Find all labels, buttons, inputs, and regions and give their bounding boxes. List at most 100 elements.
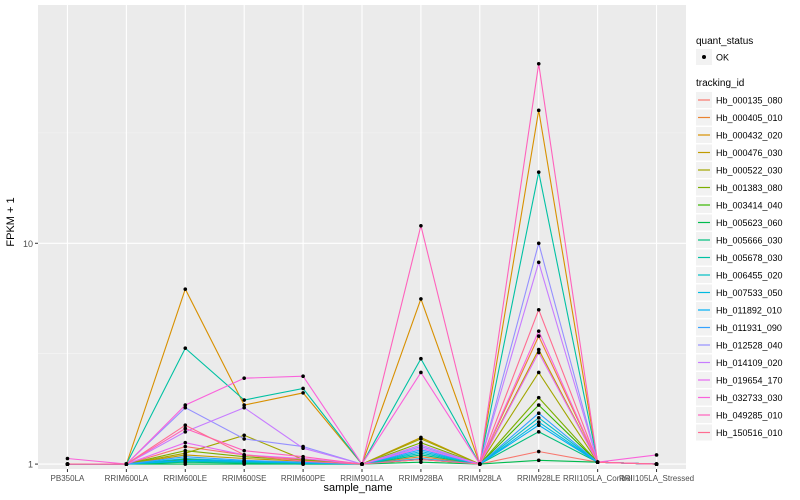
legend-series-label: Hb_007533_050 (716, 288, 783, 298)
data-point (536, 420, 541, 424)
x-tick-label: RRIM928BA (399, 474, 444, 483)
data-point (419, 446, 423, 451)
x-tick-label: RRII105LA_Stressed (619, 474, 694, 483)
data-point (242, 403, 246, 407)
data-point (301, 391, 305, 395)
legend-quant-title: quant_status (696, 36, 753, 47)
legend-series-label: Hb_005678_030 (716, 253, 783, 263)
y-axis-label: FPKM + 1 (5, 197, 17, 246)
data-point (536, 395, 541, 400)
data-point (183, 287, 188, 291)
data-point (536, 403, 541, 407)
data-point (242, 437, 246, 441)
data-point (419, 370, 423, 375)
data-point (536, 347, 541, 352)
data-point (242, 405, 246, 410)
legend-series-label: Hb_014109_020 (716, 358, 783, 368)
x-tick-label: RRII105LA_Control (563, 474, 633, 483)
x-tick-label: RRIM901LA (340, 474, 384, 483)
data-point (183, 405, 188, 410)
legend-series-label: Hb_000405_010 (716, 113, 783, 123)
data-point (183, 346, 188, 350)
x-axis: PB350LA RRIM600LA RRIM600LE RRIM600SE RRIM60… (51, 469, 694, 483)
data-point (242, 448, 246, 453)
data-point (360, 462, 364, 466)
legend-series-label: Hb_011931_090 (716, 323, 782, 333)
legend-series-label: Hb_000522_030 (716, 166, 783, 176)
legend-series-label: Hb_012528_040 (716, 341, 783, 351)
legend-series-label: Hb_150516_010 (716, 428, 783, 438)
data-point (536, 307, 541, 312)
x-axis-label: sample_name (323, 482, 392, 494)
data-point (242, 458, 246, 463)
legend: quant_status OK tracking_id Hb_000135_080 Hb… (696, 36, 783, 441)
legend-series-label: Hb_000476_030 (716, 148, 783, 158)
data-point (536, 241, 541, 246)
legend-series-label: Hb_000432_020 (716, 131, 783, 141)
data-point (536, 449, 541, 454)
legend-quant-label: OK (716, 53, 729, 63)
data-point (183, 430, 188, 434)
data-point (419, 223, 423, 228)
data-point (419, 457, 423, 462)
data-point (419, 297, 423, 301)
data-point (419, 437, 423, 441)
x-tick-label: PB350LA (51, 474, 85, 483)
legend-series-label: Hb_049285_010 (716, 411, 783, 421)
data-point (654, 453, 659, 457)
data-point (183, 451, 188, 456)
legend-series-title: tracking_id (696, 78, 744, 89)
data-point (419, 356, 423, 361)
data-point (536, 170, 541, 174)
data-point (183, 440, 188, 445)
data-point (242, 376, 246, 380)
data-point (242, 433, 246, 438)
data-point (536, 334, 541, 338)
data-point (65, 462, 70, 466)
data-point (183, 448, 188, 453)
data-point (536, 108, 541, 113)
data-point (536, 411, 541, 415)
data-points (65, 61, 659, 466)
legend-series-label: Hb_011892_010 (716, 306, 782, 316)
y-tick-label: 1 (28, 460, 33, 470)
x-tick-label: RRIM600LE (163, 474, 207, 483)
legend-series-label: Hb_006455_020 (716, 271, 783, 281)
legend-series-label: Hb_019654_170 (716, 376, 783, 386)
x-tick-label: RRIM928LE (517, 474, 561, 483)
data-point (654, 462, 659, 466)
x-tick-label: RRIM600LA (105, 474, 149, 483)
data-point (301, 386, 305, 391)
data-point (242, 398, 246, 402)
y-axis: 1 10 (23, 239, 38, 470)
data-point (301, 459, 305, 464)
legend-series-label: Hb_005623_060 (716, 218, 783, 228)
data-point (419, 460, 423, 464)
x-tick-label: RRIM600SE (222, 474, 266, 483)
data-point (183, 426, 188, 431)
data-point (183, 423, 188, 428)
data-point (536, 350, 541, 355)
data-point (242, 453, 246, 457)
legend-series-label: Hb_003414_040 (716, 201, 783, 211)
data-point (478, 462, 482, 466)
data-point (536, 416, 541, 420)
data-point (536, 260, 541, 265)
data-point (595, 460, 600, 464)
data-point (536, 370, 541, 375)
data-point (301, 446, 305, 451)
data-point (124, 462, 129, 466)
data-point (183, 458, 188, 463)
data-point (419, 443, 423, 447)
data-point (183, 403, 188, 407)
x-tick-label: RRIM928LA (458, 474, 502, 483)
legend-series-label: Hb_005666_030 (716, 236, 783, 246)
data-point (536, 423, 541, 428)
data-point (301, 374, 305, 379)
y-tick-label: 10 (23, 239, 33, 249)
legend-series-label: Hb_001383_080 (716, 183, 783, 193)
data-point (65, 456, 70, 461)
x-tick-label: RRIM600PE (281, 474, 325, 483)
data-point (183, 454, 188, 459)
